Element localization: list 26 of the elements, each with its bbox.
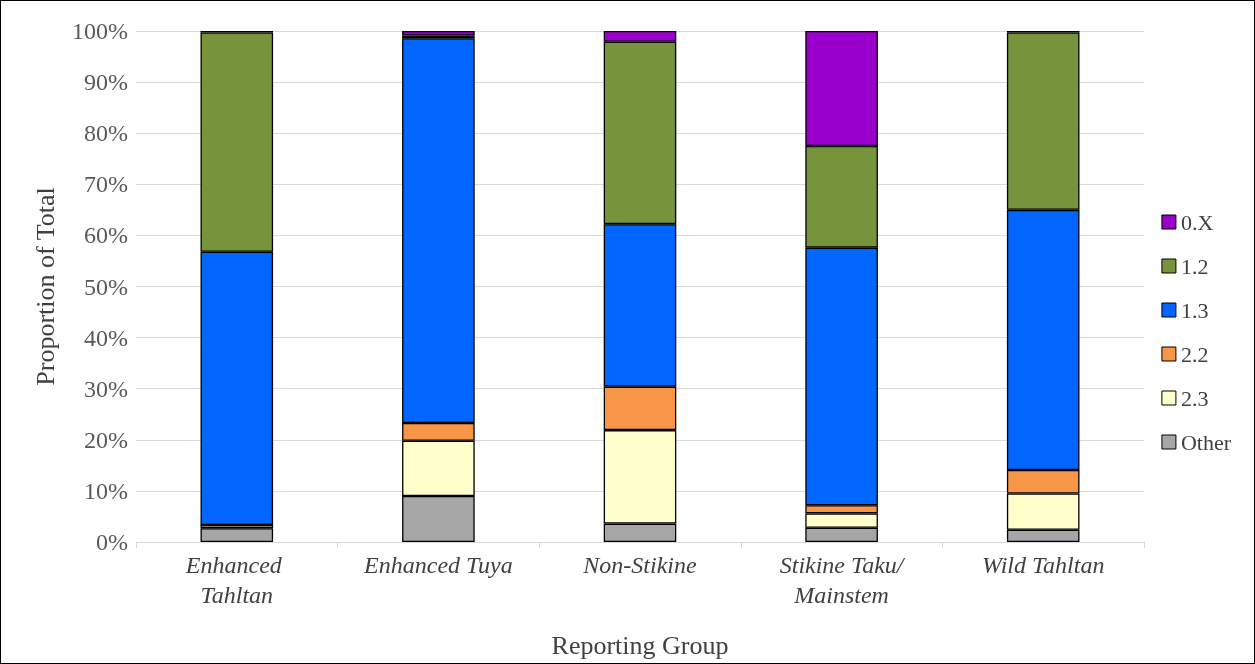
x-tick-label: Enhanced Tuya <box>363 552 513 578</box>
y-tick-label: 50% <box>84 273 128 300</box>
legend-label: 1.2 <box>1180 253 1209 279</box>
y-tick-label: 30% <box>84 375 128 402</box>
x-tick-label: Wild Tahltan <box>981 552 1105 578</box>
x-tick-label: Stikine Taku/Mainstem <box>779 552 906 608</box>
bar <box>200 528 274 542</box>
y-tick-label: 100% <box>72 18 128 44</box>
y-tick-label: 0% <box>96 529 128 555</box>
legend-label: Other <box>1180 429 1232 455</box>
y-tick-label: 10% <box>84 477 128 504</box>
legend-label: 0.X <box>1180 209 1214 235</box>
y-tick-label: 40% <box>84 324 128 351</box>
y-tick-label: 80% <box>84 120 128 147</box>
x-tick-label: Enhanced Tahltan <box>184 552 288 608</box>
y-tick-label: 90% <box>84 69 128 96</box>
y-tick-label: 70% <box>84 171 128 198</box>
legend-label: 2.3 <box>1180 385 1209 411</box>
y-tick-label: 60% <box>84 222 128 249</box>
y-tick-label: 20% <box>84 426 128 453</box>
x-tick-label: Non-Stikine <box>582 552 697 578</box>
legend-label: 1.3 <box>1180 297 1209 323</box>
x-axis-title: Reporting Group <box>551 630 729 660</box>
legend-label: 2.2 <box>1180 341 1209 367</box>
bar <box>402 31 475 36</box>
y-axis-title: Proportion of Total <box>30 187 60 386</box>
